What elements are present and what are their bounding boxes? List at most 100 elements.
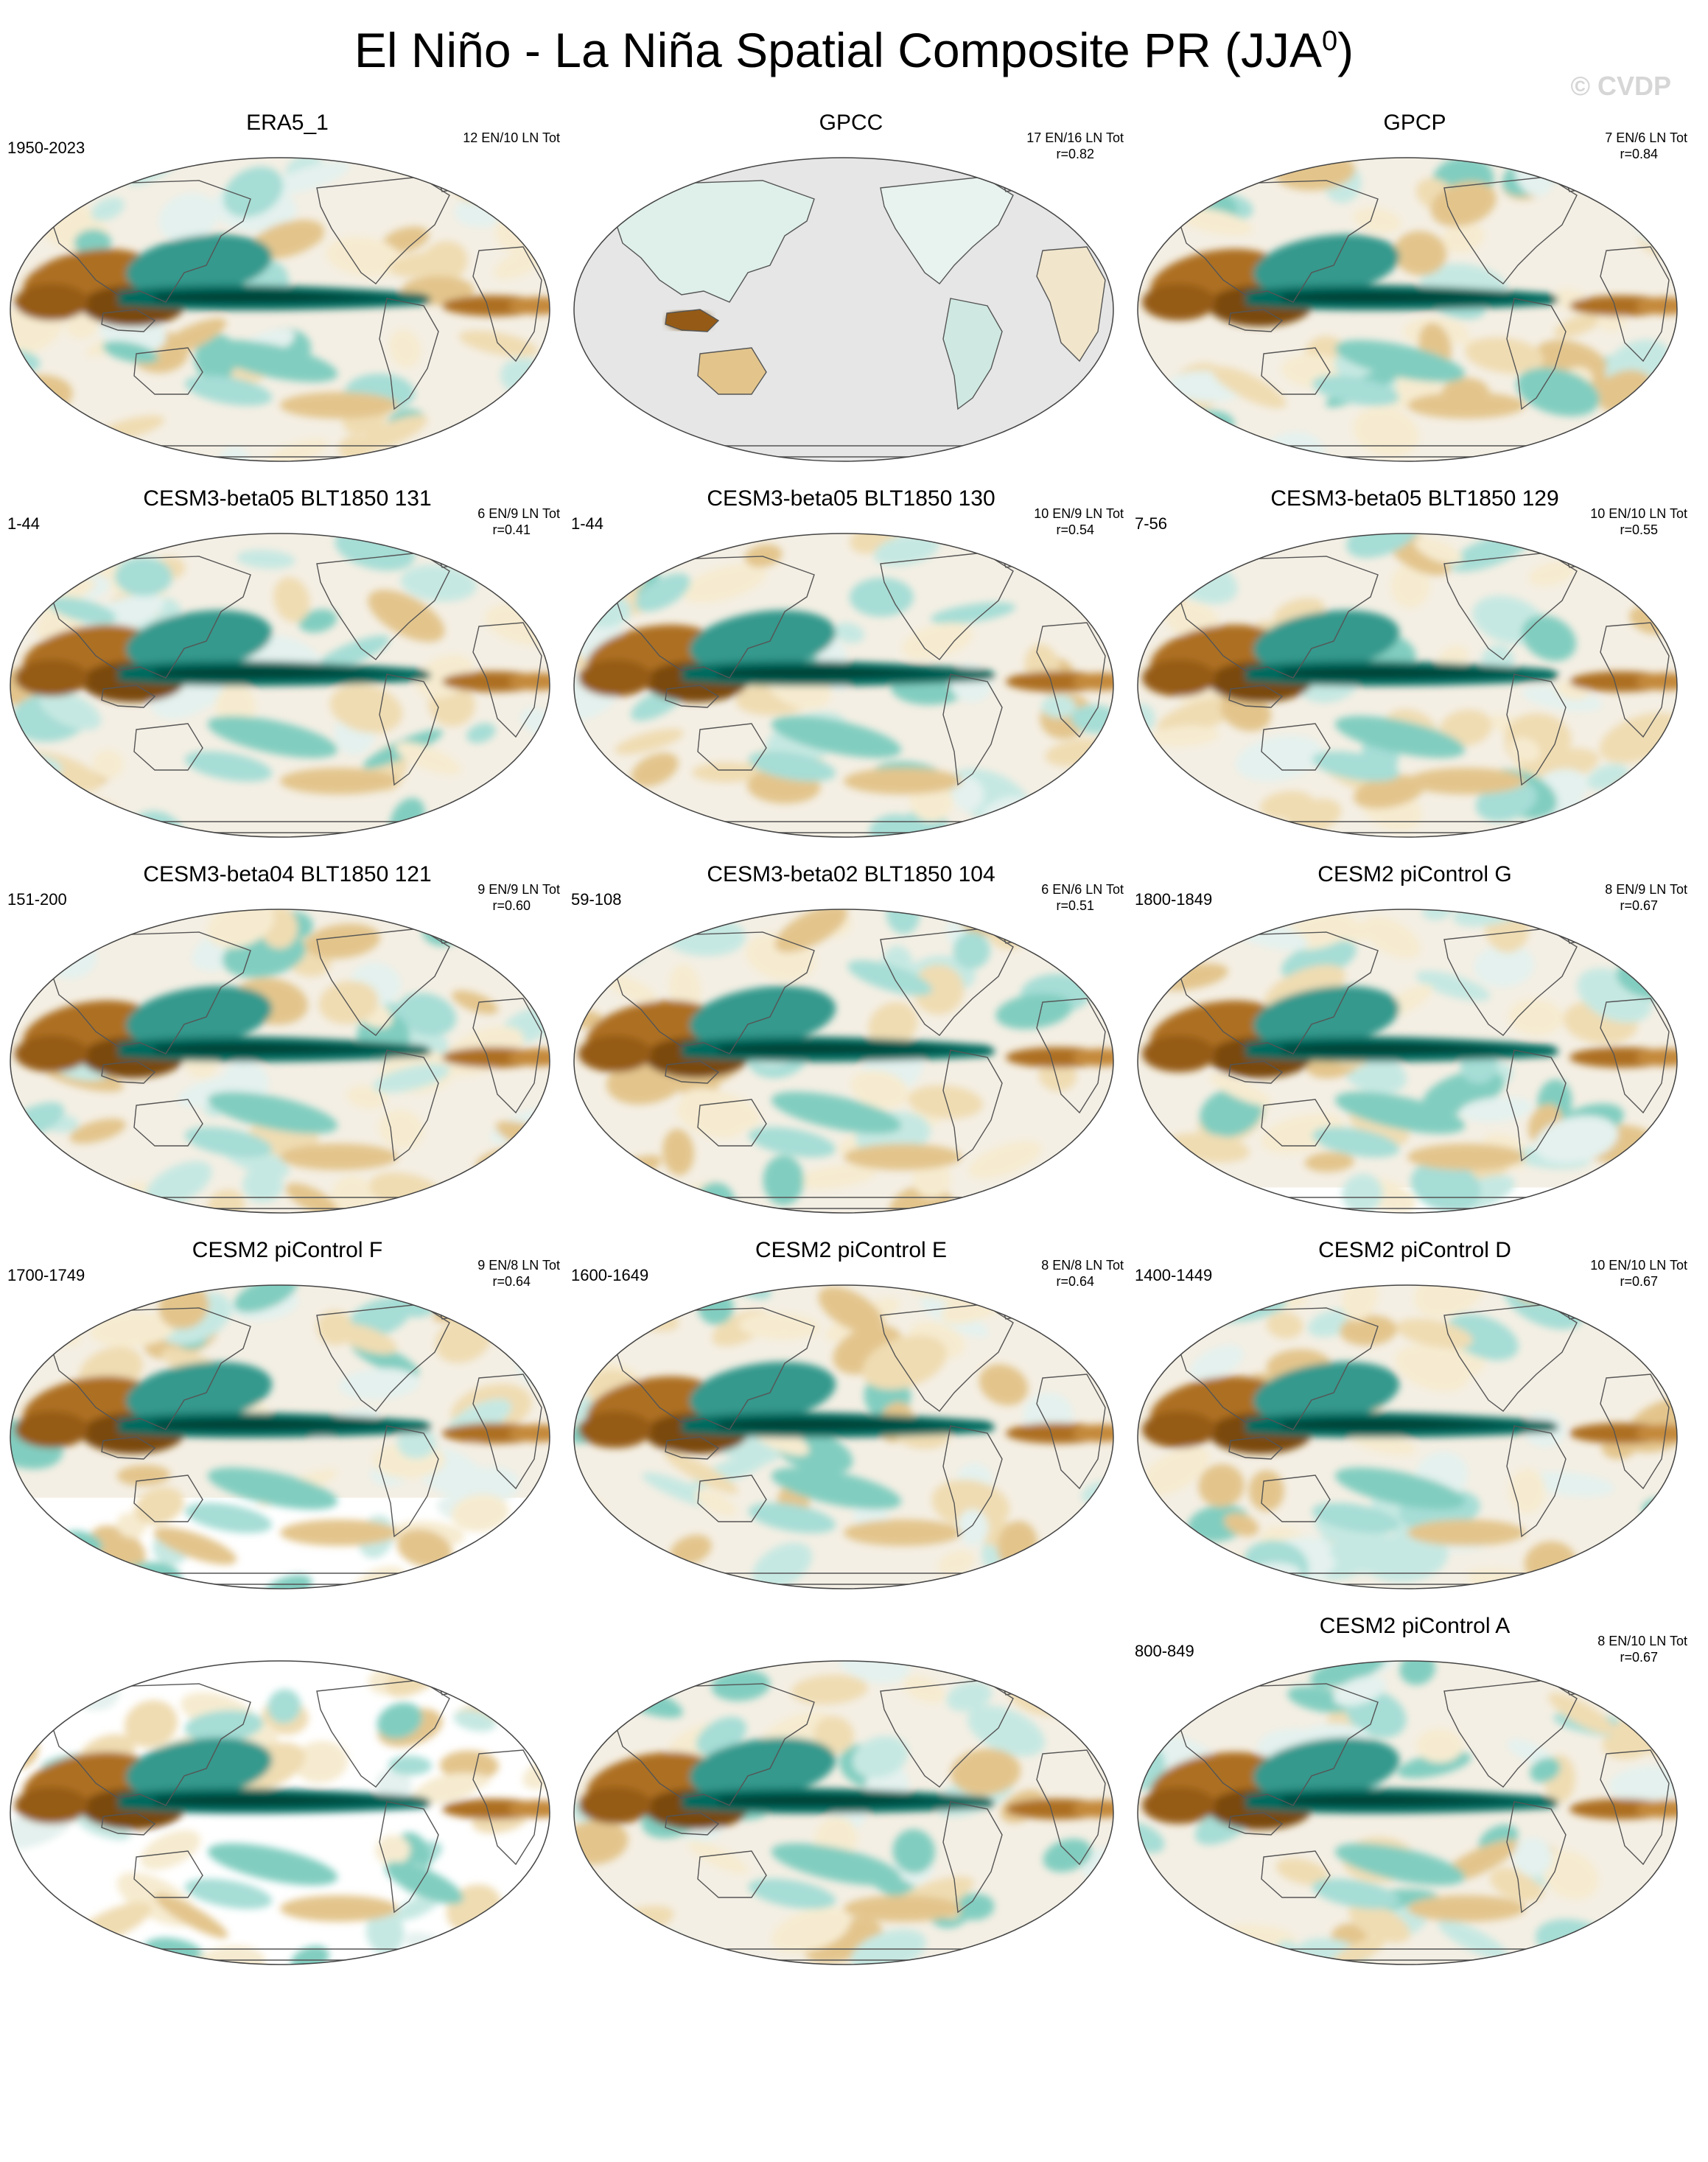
map-panel: CESM2 piControl E 1600-1649 8 EN/8 LN Tot r… [571,1238,1131,1606]
anomaly-patch [15,1411,88,1448]
event-count-text: 6 EN/6 LN Tot [1041,882,1124,897]
anomaly-patch [571,1658,630,1679]
anomaly-patch [1596,425,1680,464]
colorbar-tick-label: 1 [1200,2031,1219,2071]
colorbar-tick-label: -.1 [762,2031,802,2071]
anomaly-patch [1135,1518,1198,1583]
anomaly-patch [1407,392,1525,419]
anomaly-patch [1144,1306,1184,1348]
colorbar-tick-label: -.5 [619,2031,659,2071]
anomaly-patch [1145,791,1219,836]
anomaly-patch [1142,660,1216,696]
event-count-text: 17 EN/16 LN Tot [1026,130,1124,145]
event-count-text: 9 EN/8 LN Tot [477,1258,560,1273]
anomaly-patch [497,1907,553,1967]
anomaly-patch [615,1931,690,1967]
anomaly-patch [993,1931,1074,1967]
anomaly-patch [958,1658,1009,1679]
anomaly-patch [578,660,652,696]
anomaly-patch [1589,1282,1679,1323]
figure-title: El Niño - La Niña Spatial Composite PR (… [0,22,1708,78]
precip-map [1135,1658,1680,1967]
colorbar-tick-label: -2 [410,2031,441,2071]
colorbar-tick-label: 4 [1414,2031,1433,2071]
precip-map [571,1282,1116,1592]
anomaly-patch [466,1282,547,1320]
anomaly-patch [1142,284,1216,321]
anomaly-patch [19,1556,81,1592]
anomaly-patch [7,423,80,464]
precip-map [7,906,553,1216]
map-panel: CESM3-beta04 BLT1850 121 151-200 9 EN/9 LN… [7,862,567,1231]
anomaly-patch [1135,906,1179,955]
anomaly-patch [419,1940,472,1967]
anomaly-patch [1135,906,1206,976]
map-panel: CESM3-beta05 BLT1850 129 7-56 10 EN/10 LN … [1135,486,1695,855]
colorbar-tick-label: -4 [267,2031,298,2071]
colorbar-tick-label: 3 [1343,2031,1362,2071]
anomaly-patch [1583,161,1628,194]
event-count-text: 8 EN/9 LN Tot [1041,1634,1124,1648]
anomaly-patch [7,1699,58,1732]
anomaly-patch [15,284,88,321]
colorbar-tick-label: -5 [196,2031,226,2071]
precip-map [1135,155,1680,464]
anomaly-patch [7,906,49,959]
colorbar-frame [140,1992,1566,2023]
map-panel: CESM2 piControl B 1000-1049 8 EN/9 LN Tot r… [571,1614,1131,1982]
anomaly-patch [7,756,35,795]
event-count-text: 10 EN/9 LN Tot [1034,506,1124,521]
colorbar-tick-label: 5 [1485,2031,1504,2071]
panel-event-counts: 12 EN/10 LN Tot [463,130,560,146]
precip-map [571,1658,1116,1967]
anomaly-patch [1632,402,1680,447]
anomaly-patch [578,1411,652,1448]
anomaly-patch [1407,1519,1525,1546]
anomaly-patch [280,392,398,419]
map-panel: CESM3-beta05 BLT1850 131 1-44 6 EN/9 LN To… [7,486,567,855]
anomaly-patch [495,1181,542,1216]
precip-map [1135,1282,1680,1592]
anomaly-patch [595,1668,645,1705]
anomaly-patch [1163,435,1211,464]
anomaly-patch [1174,1936,1227,1959]
precip-map [1135,906,1680,1216]
anomaly-patch [505,1161,553,1216]
precip-map [7,1282,553,1592]
event-count-text: 8 EN/10 LN Tot [1597,1634,1687,1648]
anomaly-patch [484,533,553,584]
anomaly-patch [406,1189,461,1216]
anomaly-patch [571,1317,619,1365]
anomaly-patch [578,1787,652,1824]
anomaly-patch [15,660,88,696]
colorbar-tick-label: -3 [339,2031,369,2071]
precip-map [7,531,553,840]
event-count-text: 8 EN/9 LN Tot [1605,882,1687,897]
map-panel: ERA5_1 1950-2023 12 EN/10 LN Tot [7,111,567,479]
anomaly-patch [571,1144,617,1180]
anomaly-patch [1135,906,1189,958]
anomaly-patch [1180,1551,1230,1592]
map-panel: CESM3-beta02 BLT1850 104 59-108 6 EN/6 LN … [571,862,1131,1231]
anomaly-patch [1142,1787,1216,1824]
anomaly-patch [1628,155,1680,200]
anomaly-patch [1074,1900,1116,1934]
anomaly-patch [578,1035,652,1072]
anomaly-patch [7,1943,32,1963]
colorbar-units: mm/day [0,2077,1708,2121]
anomaly-patch [844,768,962,794]
anomaly-patch [588,1911,653,1967]
anomaly-patch [571,906,609,945]
anomaly-patch [433,1282,478,1313]
colorbar-tick-label: -1 [481,2031,511,2071]
anomaly-patch [631,906,683,936]
anomaly-patch [280,1519,398,1546]
anomaly-patch [1541,1942,1603,1967]
anomaly-patch [1631,1194,1680,1216]
anomaly-patch [571,1658,623,1687]
anomaly-patch [483,155,541,189]
anomaly-patch [520,1309,553,1340]
anomaly-patch [589,811,650,840]
map-panel: CESM2 piControl A 800-849 8 EN/10 LN Tot r=… [1135,1614,1695,1982]
anomaly-patch [1032,1556,1068,1592]
